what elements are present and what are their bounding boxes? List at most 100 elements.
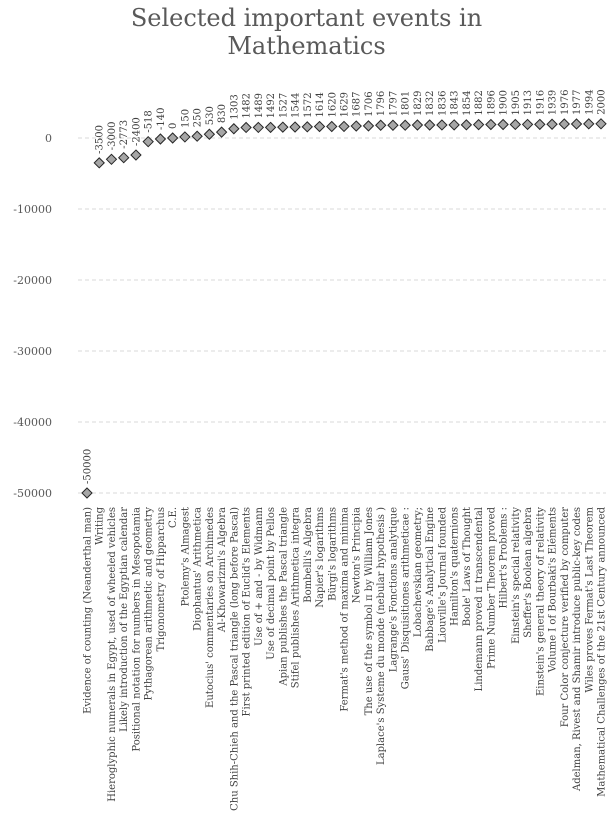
- data-label: 1687: [352, 92, 363, 117]
- data-point: [509, 118, 522, 131]
- data-label: 1829: [413, 91, 424, 116]
- x-tick-label: First printed edition of Euclid's Elemen…: [242, 507, 253, 716]
- data-label: 530: [205, 106, 216, 125]
- data-label: 1900: [499, 90, 510, 115]
- data-point: [264, 121, 277, 134]
- x-tick-label: Wiles proves Fermat's Last Theorem: [584, 506, 595, 692]
- data-label: 1976: [560, 90, 571, 115]
- data-label: 1882: [474, 90, 485, 115]
- data-point: [546, 118, 558, 130]
- x-tick-label: Likely introduction of the Egyptian cale…: [119, 507, 130, 732]
- data-label: 1489: [254, 93, 265, 118]
- data-point: [375, 119, 387, 131]
- data-point: [130, 149, 142, 161]
- data-label: 1843: [450, 90, 461, 115]
- data-label: 1977: [572, 90, 583, 115]
- x-tick-label: Mathematical Challenges of the 21st Cent…: [597, 506, 608, 796]
- data-point: [240, 121, 252, 134]
- x-tick-label: Use of + and - by Widmann: [254, 506, 265, 645]
- y-tick-label: -50000: [13, 487, 52, 500]
- data-point: [289, 121, 301, 133]
- data-label: 1916: [535, 90, 546, 115]
- x-tick-label: Lindemann proved π transcendental: [474, 507, 485, 691]
- data-label: 1629: [340, 92, 351, 117]
- data-label: 1913: [523, 90, 534, 115]
- data-label: 1303: [229, 94, 240, 119]
- x-tick-label: The use of the symbol π by William Jones: [364, 507, 375, 715]
- data-label: 1801: [401, 91, 412, 116]
- x-tick-label: Einstein's general theory of relativity: [535, 507, 546, 696]
- data-point: [583, 118, 595, 130]
- data-point: [436, 119, 448, 131]
- x-tick-label: Lagrange's Fonctions analytique: [388, 507, 399, 672]
- data-label: 1994: [584, 89, 595, 114]
- x-tick-label: Hilbert's Problems :: [499, 507, 510, 609]
- x-tick-label: Sheffer's Boolean algebra: [523, 507, 534, 638]
- data-label: 1706: [364, 91, 375, 116]
- data-point: [338, 120, 350, 133]
- data-label: -2400: [131, 117, 142, 146]
- data-label: -3000: [107, 121, 118, 150]
- data-point: [118, 151, 130, 164]
- chart-title-line-2: Mathematics: [227, 32, 386, 60]
- x-tick-label: Hamilton's quaternions: [450, 507, 461, 626]
- x-tick-label: Use of decimal point by Pellos: [266, 507, 277, 660]
- x-tick-label: Boole' Laws of Thought: [462, 507, 473, 626]
- chart-title: Selected important events in Mathematics: [0, 4, 613, 60]
- x-tick-label: Pythagorean arithmetic and geometry: [144, 507, 155, 701]
- x-tick-label: C.E.: [168, 507, 179, 528]
- data-point: [448, 119, 460, 131]
- x-tick-label: Lobachevskian geometry;: [413, 507, 424, 637]
- data-label: 830: [217, 104, 228, 123]
- data-label: 1614: [315, 92, 326, 117]
- y-tick-label: -40000: [13, 416, 52, 429]
- data-point: [179, 131, 191, 143]
- data-point: [228, 123, 240, 135]
- data-label: 1492: [266, 93, 277, 118]
- data-point: [387, 119, 399, 131]
- x-tick-label: Einstein's special relativity: [511, 507, 522, 644]
- x-tick-label: Trigonometry of Hipparchus: [156, 507, 167, 652]
- data-point: [313, 120, 326, 133]
- x-tick-label: Bürgi's logarithms: [327, 507, 338, 601]
- data-point: [570, 118, 583, 130]
- x-tick-label: Positional notation for numbers in Mesop…: [131, 507, 142, 752]
- data-label: -3500: [95, 125, 106, 154]
- x-tick-label: Chu Shih-Chieh and the Pascal triangle (…: [229, 507, 240, 811]
- data-point: [191, 130, 203, 142]
- data-label: 1905: [511, 90, 522, 115]
- x-tick-label: Diophantus' Arithmetica: [193, 507, 204, 631]
- data-label: 1836: [437, 91, 448, 116]
- data-point: [154, 133, 167, 145]
- data-point: [472, 118, 485, 131]
- x-tick-label: Eutocius' commentaries on Archimedes: [205, 507, 216, 708]
- data-label: 250: [193, 108, 204, 127]
- data-point: [423, 119, 436, 131]
- x-tick-label: Liouville's Journal founded: [437, 506, 448, 642]
- data-label: -140: [156, 108, 167, 130]
- data-point: [558, 118, 570, 130]
- data-label: 1544: [291, 93, 302, 118]
- data-label: 1832: [425, 91, 436, 116]
- chart-title-line-1: Selected important events in: [130, 4, 483, 32]
- data-label: 1527: [278, 93, 289, 118]
- data-label: 150: [180, 109, 191, 128]
- data-point: [497, 118, 509, 131]
- x-tick-label: Hieroglyphic numerals in Egypt, used of …: [107, 507, 118, 802]
- data-point: [534, 118, 546, 131]
- x-tick-label: Prime Number Theorem proved: [486, 506, 497, 668]
- x-tick-label: Apian publishes the Pascal triangle: [278, 507, 289, 687]
- data-label: -2773: [119, 120, 130, 149]
- data-label: -50000: [83, 449, 94, 484]
- data-point: [81, 487, 93, 499]
- x-tick-label: Ptolemy's Almagest: [180, 507, 191, 606]
- y-tick-label: -30000: [13, 345, 52, 358]
- data-point: [362, 120, 375, 132]
- data-point: [142, 135, 154, 148]
- x-tick-label: Writing: [95, 506, 106, 544]
- data-label: 1896: [486, 90, 497, 115]
- x-tick-label: Newton's Principia: [352, 507, 363, 603]
- data-point: [166, 132, 179, 144]
- data-point: [460, 119, 473, 131]
